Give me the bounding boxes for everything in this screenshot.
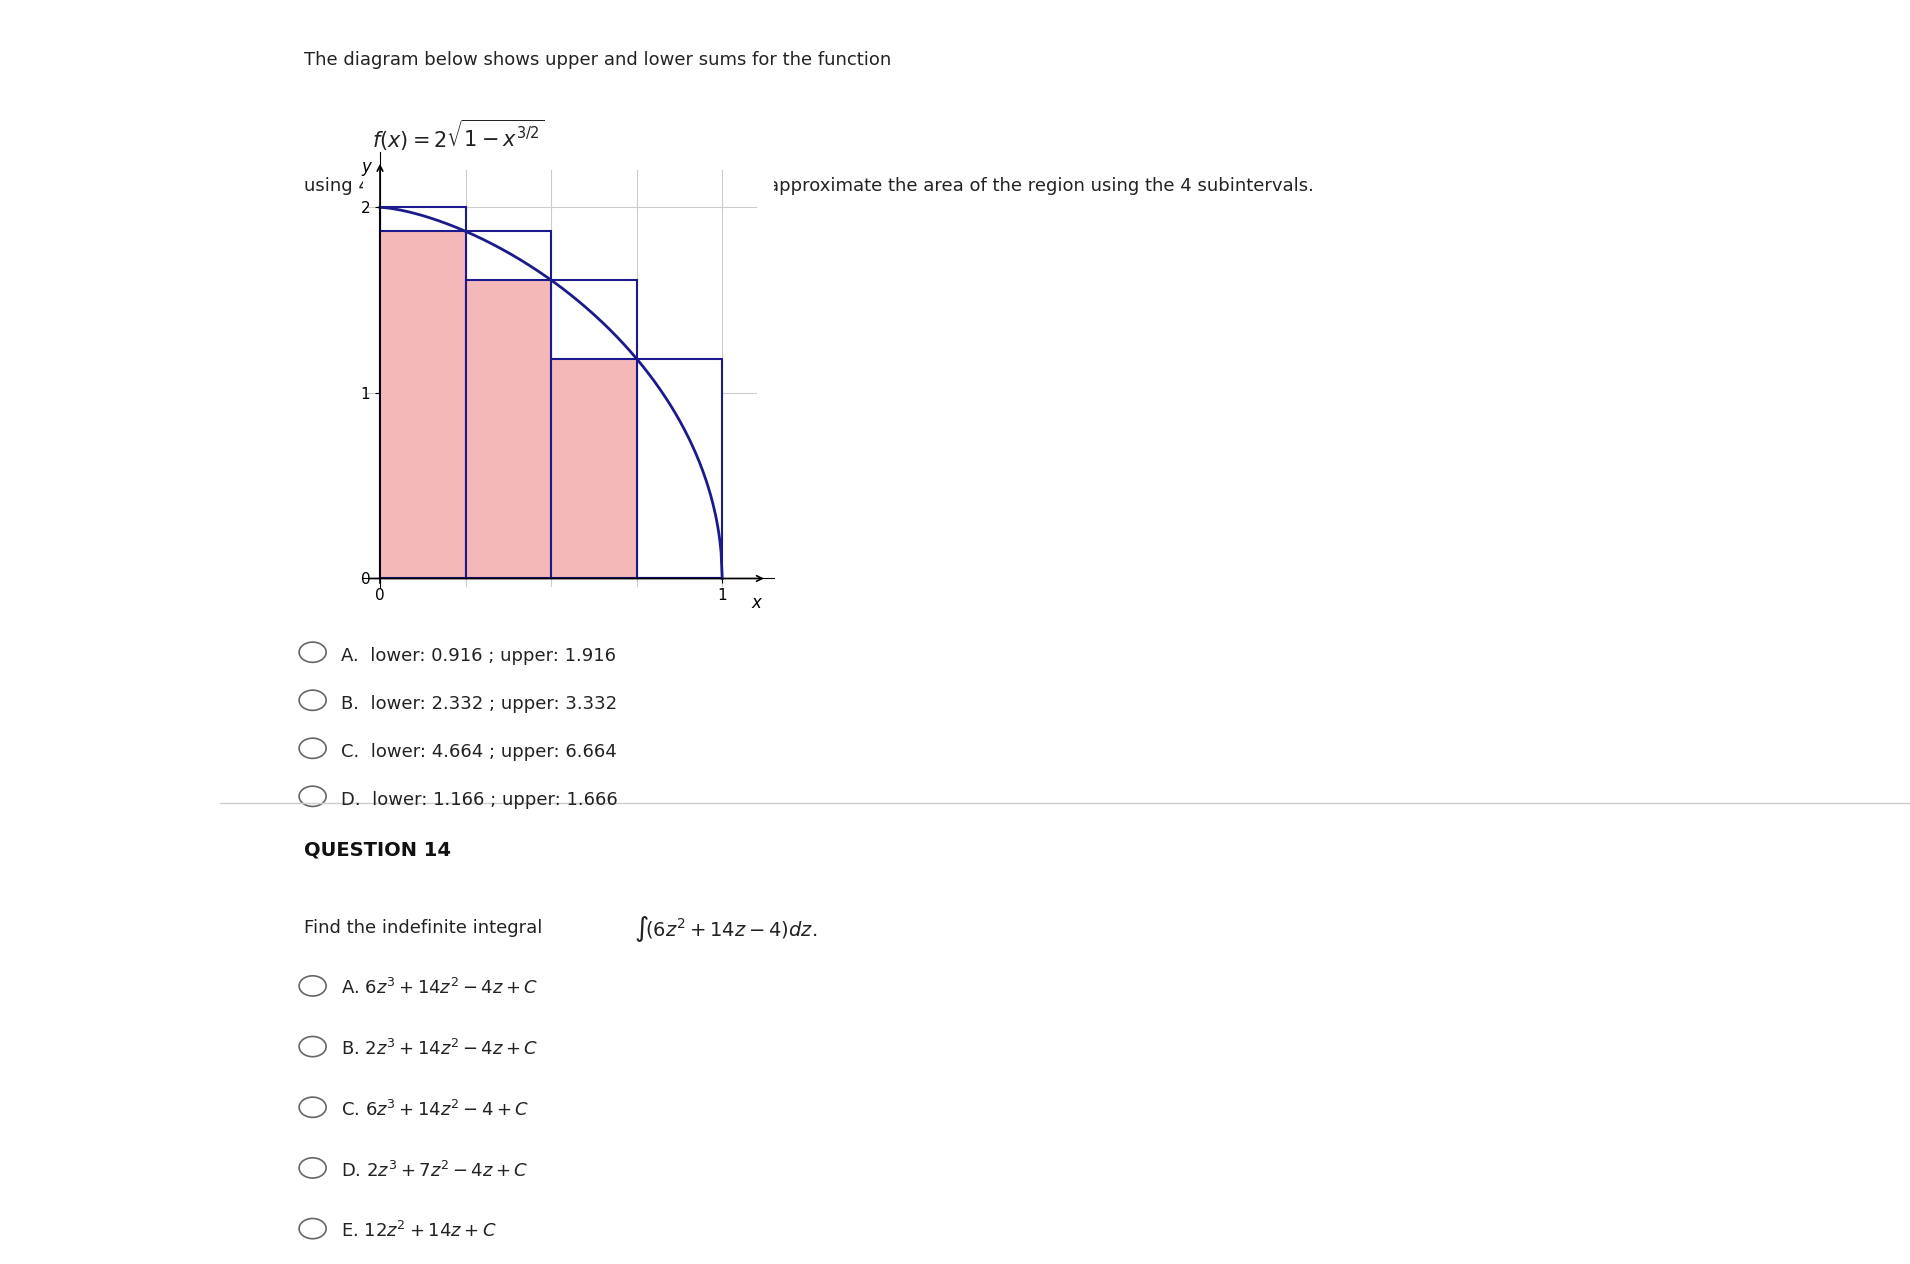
Text: D. $2z^3 + 7z^2 - 4z + C$: D. $2z^3 + 7z^2 - 4z + C$ bbox=[342, 1160, 529, 1181]
Text: C.  lower: 4.664 ; upper: 6.664: C. lower: 4.664 ; upper: 6.664 bbox=[342, 743, 617, 761]
Text: C. $6z^3 + 14z^2 - 4 + C$: C. $6z^3 + 14z^2 - 4 + C$ bbox=[342, 1100, 529, 1120]
Text: D.  lower: 1.166 ; upper: 1.666: D. lower: 1.166 ; upper: 1.666 bbox=[342, 791, 619, 809]
Bar bbox=[636, 359, 722, 579]
Text: QUESTION 14: QUESTION 14 bbox=[304, 841, 451, 860]
Text: B. $2z^3 + 14z^2 - 4z + C$: B. $2z^3 + 14z^2 - 4z + C$ bbox=[342, 1039, 539, 1059]
Bar bbox=[380, 207, 466, 579]
Text: using 4 subintervals. Use upper and lower sums to approximate the area of the re: using 4 subintervals. Use upper and lowe… bbox=[304, 177, 1314, 195]
Text: $\int\!\left(6z^2 + 14z - 4\right)dz$.: $\int\!\left(6z^2 + 14z - 4\right)dz$. bbox=[634, 914, 817, 944]
Text: Find the indefinite integral: Find the indefinite integral bbox=[304, 919, 542, 937]
Text: x: x bbox=[751, 594, 762, 612]
Text: $f(x) = 2\sqrt{1-x^{3/2}}$: $f(x) = 2\sqrt{1-x^{3/2}}$ bbox=[372, 118, 544, 153]
Text: E. $12z^2 + 14z + C$: E. $12z^2 + 14z + C$ bbox=[342, 1221, 497, 1241]
Bar bbox=[552, 281, 636, 579]
Text: A. $6z^3 + 14z^2 - 4z + C$: A. $6z^3 + 14z^2 - 4z + C$ bbox=[342, 978, 539, 999]
Text: A.  lower: 0.916 ; upper: 1.916: A. lower: 0.916 ; upper: 1.916 bbox=[342, 647, 617, 665]
Bar bbox=[380, 231, 466, 579]
Bar bbox=[552, 359, 636, 579]
Bar bbox=[466, 231, 552, 579]
Text: y: y bbox=[361, 158, 371, 176]
Bar bbox=[466, 281, 552, 579]
Text: B.  lower: 2.332 ; upper: 3.332: B. lower: 2.332 ; upper: 3.332 bbox=[342, 695, 617, 713]
Text: The diagram below shows upper and lower sums for the function: The diagram below shows upper and lower … bbox=[304, 51, 892, 68]
